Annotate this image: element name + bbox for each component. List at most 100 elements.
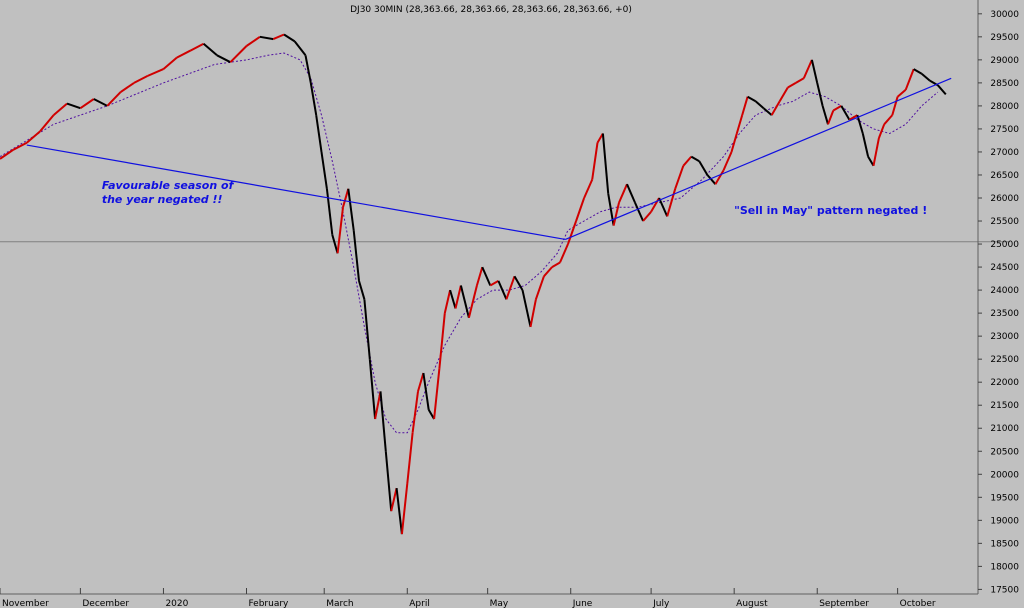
- price-segment-70: [596, 132, 604, 144]
- price-segment-24: [309, 82, 318, 116]
- y-tick-label-16: 25500: [990, 217, 1019, 227]
- price-segment-87: [722, 151, 733, 171]
- y-tick-label-18: 26500: [990, 171, 1019, 181]
- price-segment-49: [443, 289, 452, 314]
- price-segment-85: [706, 174, 717, 185]
- price-segment-67: [575, 197, 586, 222]
- x-tick-label-3: February: [249, 599, 290, 608]
- price-segment-29: [336, 207, 344, 254]
- y-tick-label-24: 29500: [990, 33, 1019, 43]
- y-tick-label-15: 25000: [990, 240, 1019, 250]
- price-segment-112: [891, 96, 899, 116]
- price-segment-99: [810, 59, 819, 84]
- price-segment-84: [698, 160, 709, 176]
- price-segment-101: [821, 105, 829, 125]
- price-segment-53: [467, 285, 478, 318]
- price-segment-45: [422, 372, 430, 410]
- price-segment-83: [690, 155, 700, 163]
- price-segment-22: [293, 40, 307, 56]
- x-tick-label-8: July: [652, 599, 670, 608]
- y-tick-label-19: 27000: [990, 148, 1019, 158]
- y-tick-label-7: 21000: [990, 424, 1019, 434]
- price-segment-93: [762, 107, 773, 116]
- y-axis: 17500 18000 18500 19000 19500 20000 20500 21000…: [978, 10, 1019, 595]
- price-segment-115: [913, 68, 923, 75]
- trendline-0: [26, 144, 566, 241]
- price-segment-32: [352, 230, 360, 282]
- price-segment-25: [315, 114, 323, 153]
- price-segment-95: [778, 86, 789, 102]
- price-segment-19: [259, 35, 274, 41]
- price-segment-65: [559, 243, 569, 263]
- price-segment-10: [133, 75, 148, 84]
- price-segment-55: [481, 266, 492, 286]
- y-tick-label-10: 22500: [990, 355, 1019, 365]
- price-segment-88: [730, 133, 738, 153]
- price-segment-60: [521, 289, 532, 328]
- price-segment-20: [272, 33, 285, 41]
- x-tick-label-7: June: [572, 599, 593, 608]
- price-segment-37: [379, 391, 387, 452]
- y-tick-label-25: 30000: [990, 10, 1019, 20]
- y-tick-label-5: 20000: [990, 470, 1019, 480]
- price-segment-58: [505, 275, 516, 300]
- y-tick-label-1: 18000: [990, 562, 1019, 572]
- price-segment-86: [714, 169, 725, 185]
- price-segment-103: [832, 105, 842, 112]
- x-tick-label-10: September: [819, 599, 869, 608]
- price-segment-74: [618, 183, 628, 203]
- price-segment-56: [489, 280, 499, 287]
- price-segment-7: [93, 98, 108, 107]
- price-segment-9: [120, 82, 135, 93]
- price-segment-18: [245, 35, 261, 47]
- price-segment-77: [642, 211, 652, 222]
- y-tick-label-17: 26000: [990, 194, 1019, 204]
- price-segment-62: [534, 275, 545, 300]
- y-tick-label-8: 21500: [990, 401, 1019, 411]
- price-segment-15: [202, 42, 218, 57]
- price-segment-61: [529, 299, 537, 328]
- price-segment-23: [304, 55, 312, 84]
- price-segment-105: [848, 114, 858, 121]
- y-tick-label-6: 20500: [990, 447, 1019, 457]
- price-segment-116: [921, 72, 931, 82]
- price-segment-38: [384, 451, 393, 512]
- price-segment-33: [358, 280, 366, 300]
- price-segment-104: [840, 105, 851, 121]
- price-segment-0: [0, 148, 14, 160]
- price-segment-66: [567, 220, 578, 245]
- price-segment-71: [601, 133, 610, 194]
- price-segment-107: [861, 133, 870, 157]
- y-tick-label-2: 18500: [990, 539, 1019, 549]
- y-tick-label-14: 24500: [990, 263, 1019, 273]
- price-segment-36: [374, 391, 382, 420]
- x-tick-label-4: March: [326, 599, 353, 608]
- price-segment-113: [896, 89, 907, 98]
- price-segment-5: [66, 102, 81, 110]
- price-segment-17: [229, 45, 248, 63]
- price-segment-59: [513, 275, 524, 291]
- price-segment-30: [342, 188, 350, 208]
- price-segment-40: [395, 487, 403, 535]
- price-segment-94: [770, 100, 781, 116]
- y-tick-label-3: 19000: [990, 516, 1019, 526]
- price-segment-63: [543, 266, 553, 277]
- price-segment-48: [438, 313, 446, 369]
- x-tick-label-11: October: [900, 599, 936, 608]
- price-segment-114: [904, 68, 915, 91]
- y-tick-label-20: 27500: [990, 125, 1019, 135]
- price-segment-79: [658, 197, 669, 217]
- x-tick-label-0: November: [2, 599, 49, 608]
- y-tick-label-22: 28500: [990, 79, 1019, 89]
- chart-title: DJ30 30MIN (28,363.66, 28,363.66, 28,363…: [350, 5, 632, 15]
- price-segment-98: [802, 59, 813, 79]
- y-tick-label-0: 17500: [990, 585, 1019, 595]
- price-segment-91: [747, 95, 757, 103]
- price-segment-106: [856, 114, 864, 134]
- price-segment-35: [368, 359, 377, 420]
- price-segment-80: [666, 188, 677, 217]
- price-segment-102: [827, 110, 835, 125]
